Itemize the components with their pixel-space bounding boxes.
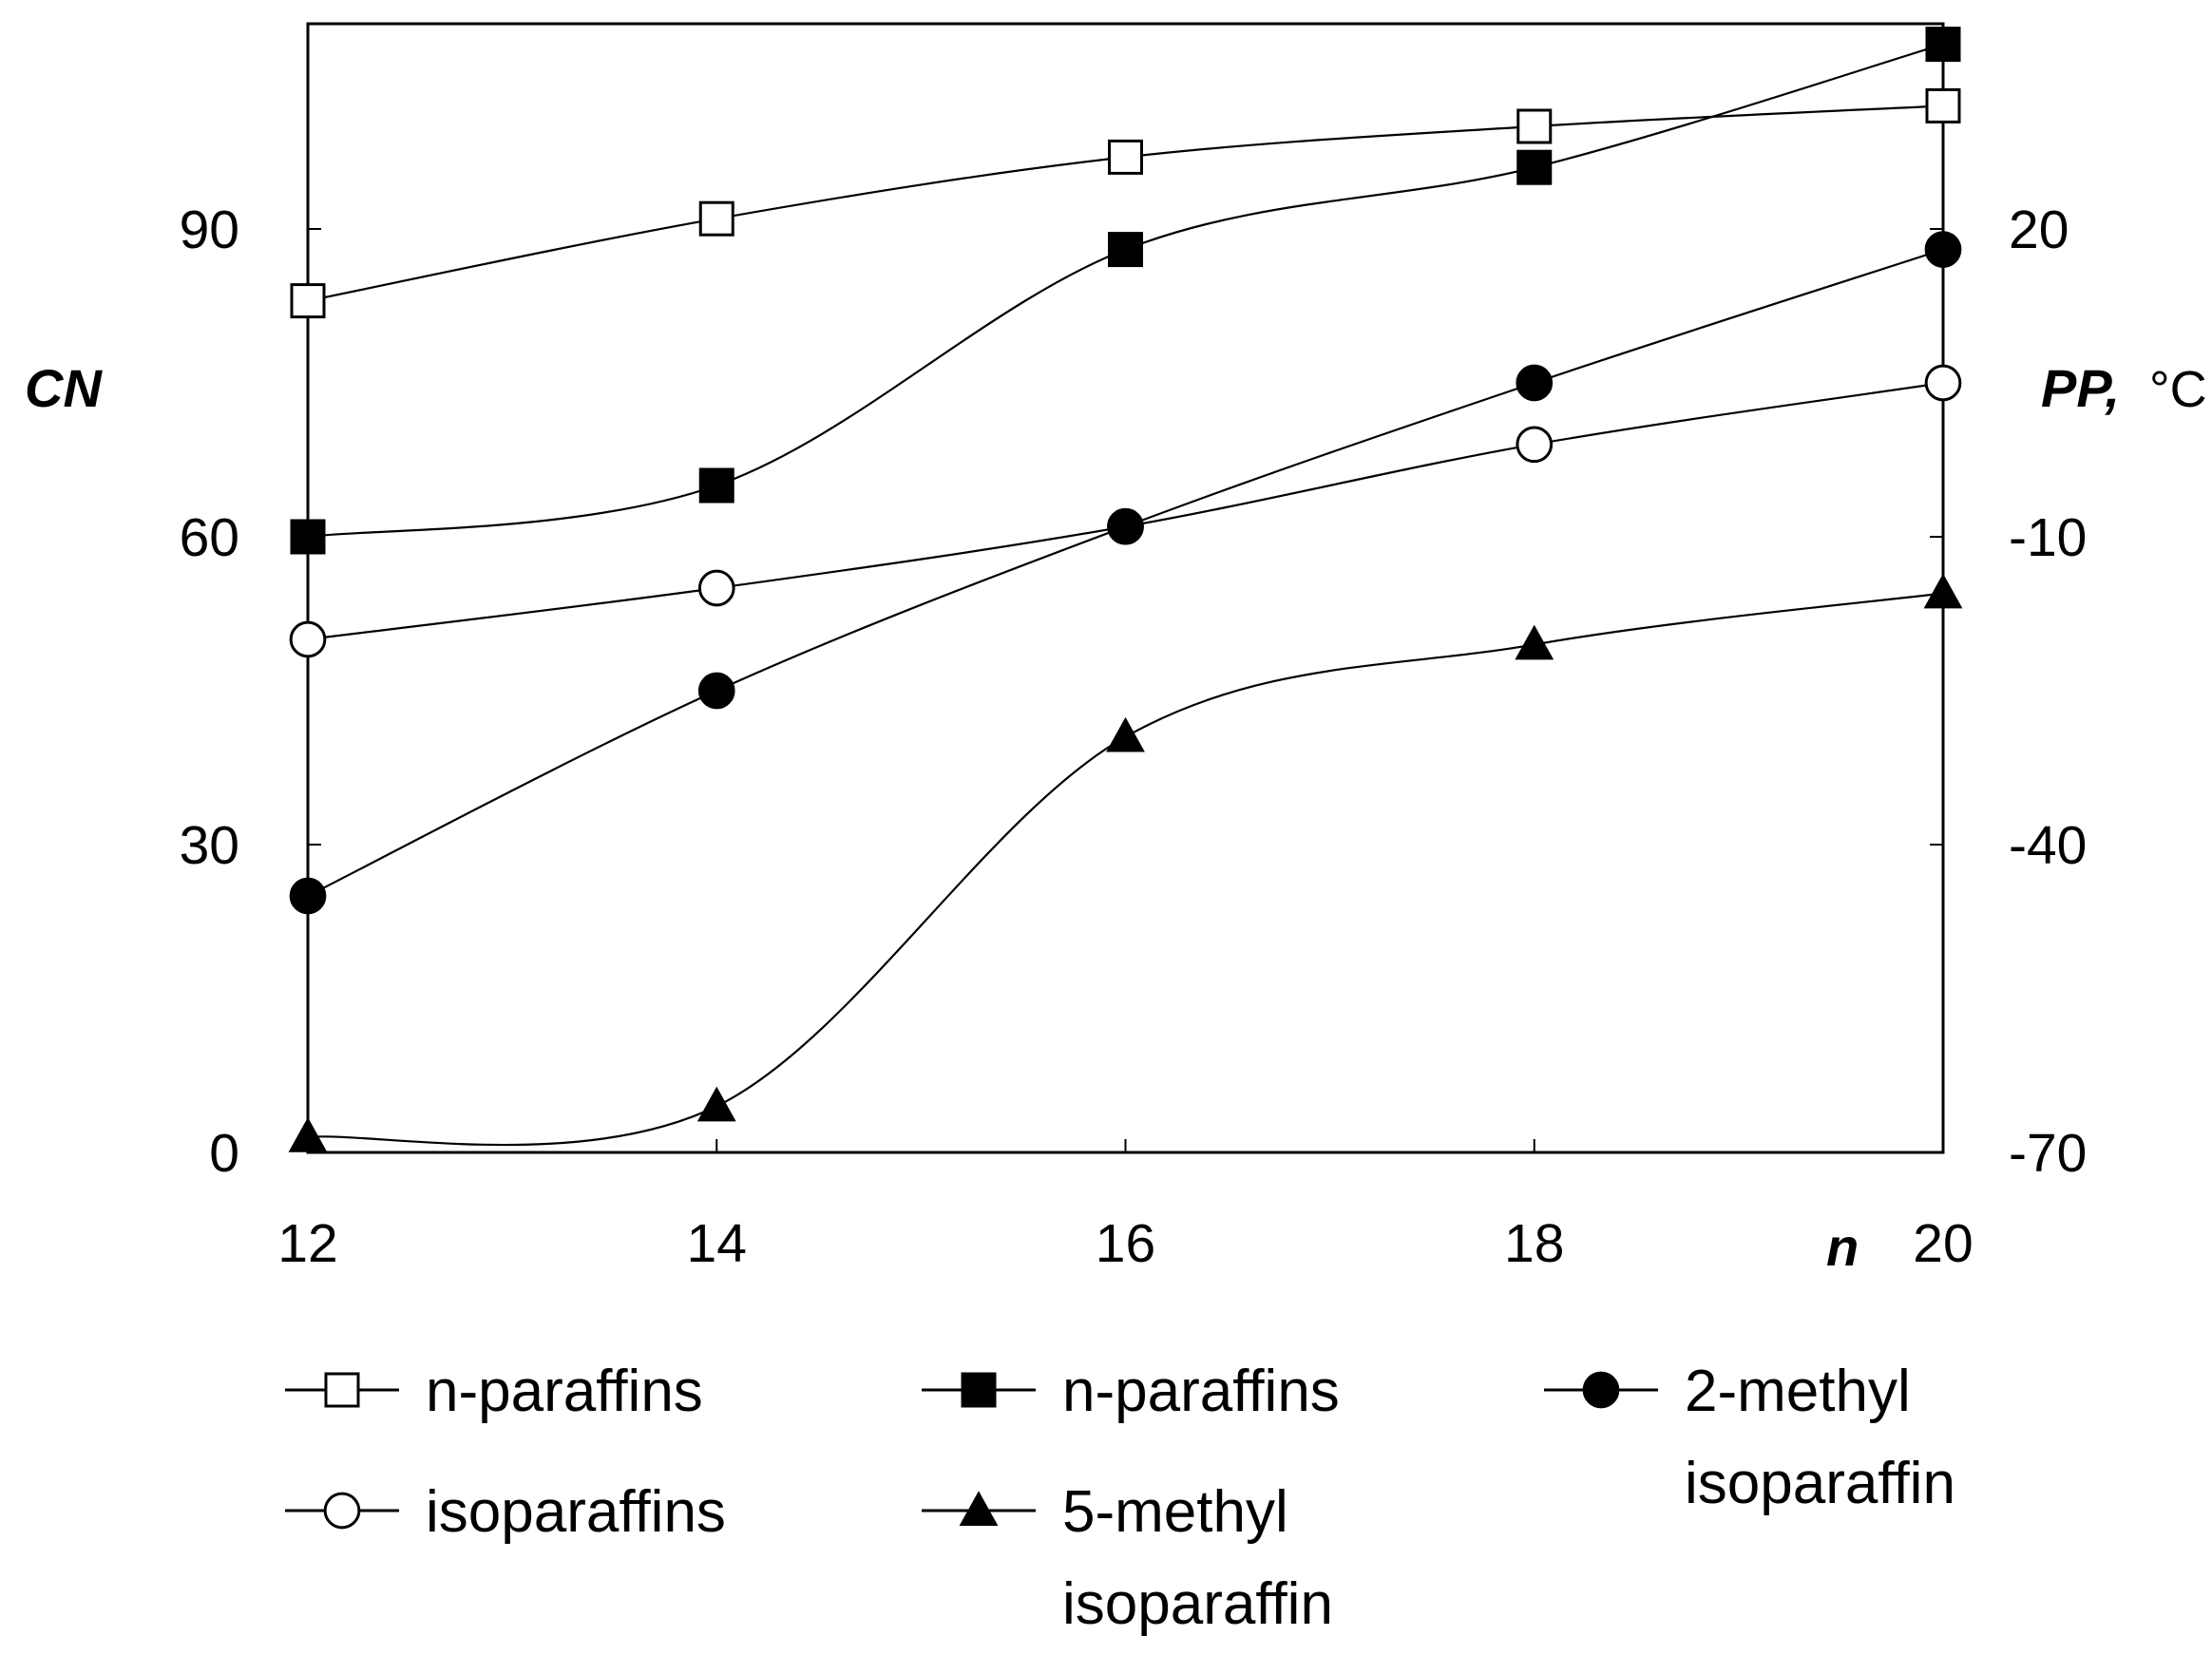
y-left-tick-label: 90 [180, 200, 239, 260]
y-left-tick-label: 0 [209, 1123, 239, 1184]
legend-entry: n-paraffins [922, 1359, 1340, 1424]
data-point-n-paraffins-square-filled-n14 [698, 467, 734, 504]
y-left-tick-label: 30 [180, 815, 239, 876]
y-right-tick-label: 20 [2009, 200, 2069, 260]
legend-entry: 2-methyl isoparaffin [1544, 1359, 1955, 1516]
y-left-tick-label: 60 [180, 507, 239, 568]
data-point-n-paraffins-square-filled-n16 [1108, 232, 1143, 268]
data-point-n-paraffins-square-open-n12 [290, 283, 326, 319]
x-axis-label: n [1826, 1217, 1859, 1277]
data-point-5-methyl-isoparaffin-triangle-filled-n18 [1515, 624, 1554, 660]
legend-marker-triangle-filled [959, 1491, 999, 1526]
data-point-2-methyl-isoparaffin-circle-filled-n12 [289, 877, 327, 915]
legend-label: 5-methyl [1062, 1479, 1288, 1545]
y-right-tick-label: -70 [2009, 1123, 2087, 1184]
legend-marker-circle-open [323, 1492, 361, 1530]
y-right-axis-unit: °C [2149, 361, 2207, 418]
legend-entry: 5-methyl isoparaffin [922, 1479, 1333, 1637]
legend-marker-square-open [324, 1372, 360, 1408]
legend-label: isoparaffins [426, 1479, 726, 1545]
data-point-2-methyl-isoparaffin-circle-filled-n16 [1107, 507, 1144, 545]
data-point-n-paraffins-square-filled-n18 [1516, 149, 1553, 185]
y-right-tick-label: -40 [2009, 815, 2087, 876]
legend: n-paraffins n-paraffins 2-methyl isoparaffi… [285, 1359, 1955, 1637]
x-tick-label: 18 [1504, 1213, 1564, 1274]
data-point-n-paraffins-square-open-n20 [1925, 87, 1961, 124]
data-point-5-methyl-isoparaffin-triangle-filled-n20 [1923, 573, 1963, 609]
data-point-n-paraffins-square-open-n14 [698, 200, 734, 237]
legend-marker-circle-filled [1582, 1371, 1620, 1409]
x-tick-label: 16 [1096, 1213, 1155, 1274]
legend-label: 2-methyl [1685, 1359, 1911, 1424]
data-point-n-paraffins-square-open-n16 [1108, 139, 1143, 175]
data-point-2-methyl-isoparaffin-circle-filled-n20 [1924, 231, 1962, 268]
x-tick-label: 20 [1913, 1213, 1973, 1274]
data-point-n-paraffins-square-open-n18 [1516, 108, 1553, 144]
legend-marker-square-filled [961, 1372, 997, 1408]
series-line-5-methyl-isoparaffin-triangle-filled [307, 592, 1944, 1147]
data-point-5-methyl-isoparaffin-triangle-filled-n16 [1106, 716, 1145, 752]
y-right-tick-label: -10 [2009, 507, 2087, 568]
legend-entry: isoparaffins [285, 1479, 726, 1545]
legend-entry: n-paraffins [285, 1359, 703, 1424]
legend-label: isoparaffin [1062, 1571, 1333, 1637]
data-point-isoparaffins-circle-open-n18 [1516, 426, 1554, 464]
data-point-isoparaffins-circle-open-n12 [289, 620, 327, 658]
data-point-isoparaffins-circle-open-n20 [1924, 364, 1962, 402]
x-tick-label: 12 [277, 1213, 337, 1274]
plot-frame [306, 22, 1945, 1154]
series-line-2-methyl-isoparaffin-circle-filled [307, 248, 1944, 897]
data-point-n-paraffins-square-filled-n20 [1925, 27, 1961, 63]
data-point-5-methyl-isoparaffin-triangle-filled-n14 [696, 1086, 736, 1122]
data-point-isoparaffins-circle-open-n14 [697, 569, 735, 607]
y-right-axis-label: PP, [2041, 358, 2120, 418]
y-left-axis-label: CN [25, 358, 103, 418]
data-point-2-methyl-isoparaffin-circle-filled-n18 [1516, 364, 1554, 402]
x-tick-label: 14 [687, 1213, 747, 1274]
legend-label: n-paraffins [1062, 1359, 1340, 1424]
legend-label: isoparaffin [1685, 1451, 1955, 1516]
legend-label: n-paraffins [426, 1359, 703, 1424]
series-line-n-paraffins-square-open [307, 105, 1944, 302]
data-point-2-methyl-isoparaffin-circle-filled-n14 [697, 672, 735, 710]
